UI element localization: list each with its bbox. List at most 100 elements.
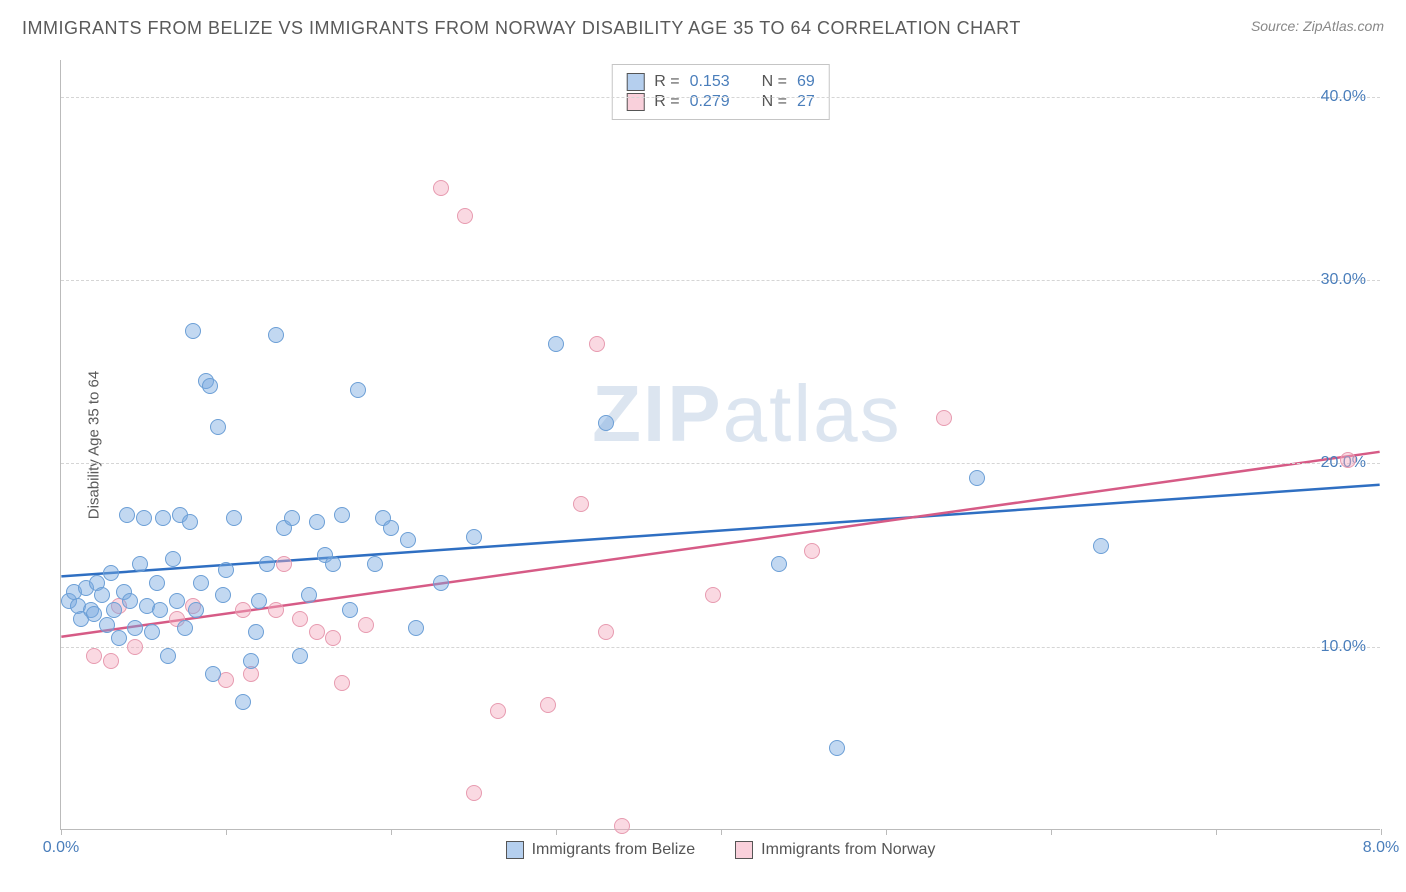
- data-point: [301, 587, 317, 603]
- data-point: [1093, 538, 1109, 554]
- data-point: [188, 602, 204, 618]
- data-point: [614, 818, 630, 834]
- data-point: [268, 602, 284, 618]
- data-point: [573, 496, 589, 512]
- swatch-blue: [506, 841, 524, 859]
- data-point: [103, 653, 119, 669]
- x-tick-label: 0.0%: [43, 839, 79, 857]
- data-point: [598, 624, 614, 640]
- data-point: [292, 611, 308, 627]
- data-point: [182, 514, 198, 530]
- data-point: [490, 703, 506, 719]
- x-tick: [886, 829, 887, 835]
- data-point: [284, 510, 300, 526]
- y-tick-label: 10.0%: [1321, 638, 1366, 656]
- x-tick: [391, 829, 392, 835]
- stats-row: R = 0.153 N = 69: [626, 73, 815, 91]
- watermark-bold: ZIP: [592, 369, 722, 458]
- data-point: [598, 415, 614, 431]
- data-point: [235, 602, 251, 618]
- data-point: [309, 624, 325, 640]
- data-point: [127, 620, 143, 636]
- legend-label-belize: Immigrants from Belize: [532, 841, 696, 859]
- stat-r-label: R =: [654, 73, 679, 91]
- swatch-blue: [626, 73, 644, 91]
- y-tick-label: 30.0%: [1321, 271, 1366, 289]
- data-point: [334, 507, 350, 523]
- source-attribution: Source: ZipAtlas.com: [1251, 18, 1384, 34]
- swatch-pink: [735, 841, 753, 859]
- data-point: [358, 617, 374, 633]
- data-point: [177, 620, 193, 636]
- stat-n-label: N =: [762, 73, 787, 91]
- data-point: [936, 410, 952, 426]
- data-point: [160, 648, 176, 664]
- data-point: [334, 675, 350, 691]
- data-point: [466, 785, 482, 801]
- data-point: [325, 630, 341, 646]
- data-point: [292, 648, 308, 664]
- x-tick: [226, 829, 227, 835]
- data-point: [309, 514, 325, 530]
- data-point: [94, 587, 110, 603]
- legend-item-norway: Immigrants from Norway: [735, 841, 935, 859]
- data-point: [548, 336, 564, 352]
- data-point: [829, 740, 845, 756]
- x-tick-label: 8.0%: [1363, 839, 1399, 857]
- data-point: [218, 562, 234, 578]
- data-point: [165, 551, 181, 567]
- series-legend: Immigrants from Belize Immigrants from N…: [61, 841, 1380, 859]
- data-point: [185, 323, 201, 339]
- data-point: [235, 694, 251, 710]
- data-point: [243, 653, 259, 669]
- data-point: [408, 620, 424, 636]
- data-point: [226, 510, 242, 526]
- data-point: [111, 630, 127, 646]
- plot-area: ZIPatlas R =0.153N =69R =0.279N =27 Immi…: [60, 60, 1380, 830]
- stats-legend-box: R =0.153N =69R =0.279N =27: [611, 64, 830, 120]
- x-tick: [1381, 829, 1382, 835]
- data-point: [122, 593, 138, 609]
- data-point: [466, 529, 482, 545]
- data-point: [540, 697, 556, 713]
- data-point: [193, 575, 209, 591]
- data-point: [106, 602, 122, 618]
- stat-n-value: 69: [797, 73, 815, 91]
- data-point: [202, 378, 218, 394]
- grid-line: [61, 647, 1380, 648]
- data-point: [152, 602, 168, 618]
- data-point: [342, 602, 358, 618]
- data-point: [589, 336, 605, 352]
- data-point: [205, 666, 221, 682]
- x-tick: [1051, 829, 1052, 835]
- data-point: [969, 470, 985, 486]
- legend-item-belize: Immigrants from Belize: [506, 841, 696, 859]
- data-point: [705, 587, 721, 603]
- data-point: [259, 556, 275, 572]
- chart-title: IMMIGRANTS FROM BELIZE VS IMMIGRANTS FRO…: [22, 18, 1021, 39]
- stat-r-value: 0.153: [690, 73, 730, 91]
- data-point: [144, 624, 160, 640]
- data-point: [325, 556, 341, 572]
- x-tick: [61, 829, 62, 835]
- data-point: [383, 520, 399, 536]
- data-point: [400, 532, 416, 548]
- data-point: [103, 565, 119, 581]
- legend-label-norway: Immigrants from Norway: [761, 841, 935, 859]
- data-point: [433, 575, 449, 591]
- data-point: [169, 593, 185, 609]
- data-point: [771, 556, 787, 572]
- x-tick: [1216, 829, 1217, 835]
- correlation-chart: Disability Age 35 to 64 ZIPatlas R =0.15…: [50, 60, 1390, 830]
- data-point: [276, 556, 292, 572]
- data-point: [248, 624, 264, 640]
- trend-lines: [61, 60, 1380, 829]
- data-point: [99, 617, 115, 633]
- data-point: [251, 593, 267, 609]
- x-tick: [721, 829, 722, 835]
- data-point: [136, 510, 152, 526]
- watermark-light: atlas: [723, 369, 902, 458]
- grid-line: [61, 463, 1380, 464]
- data-point: [367, 556, 383, 572]
- data-point: [457, 208, 473, 224]
